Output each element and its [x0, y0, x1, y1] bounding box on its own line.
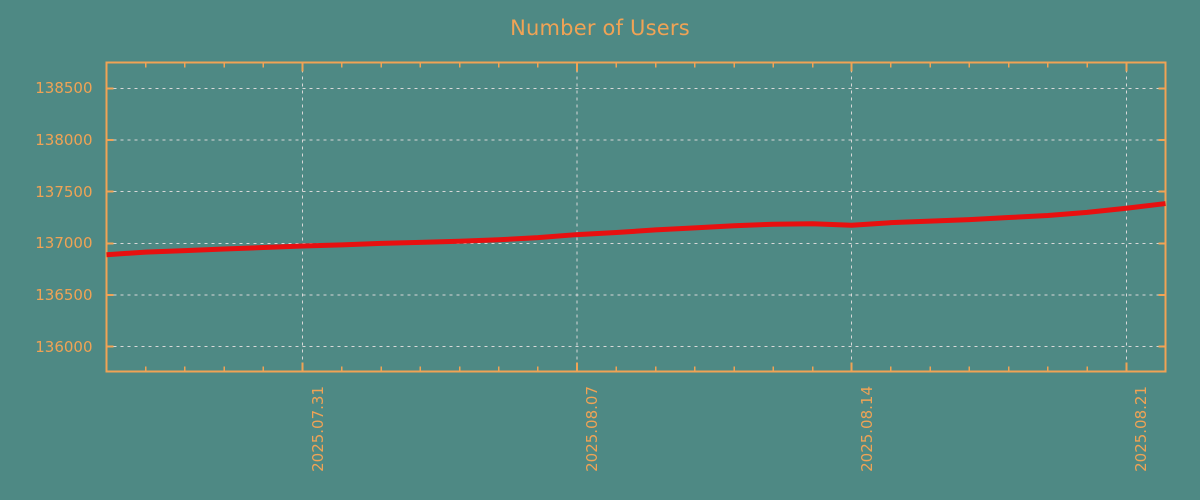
y-axis-tick-label: 136000	[35, 337, 93, 356]
plot-frame	[105, 61, 1167, 373]
y-axis-tick-label: 138500	[35, 79, 93, 98]
y-axis-tick-label: 137500	[35, 182, 93, 201]
x-axis-tick-label: 2025.07.31	[308, 385, 327, 472]
chart-title: Number of Users	[510, 16, 690, 40]
data-series-line	[106, 201, 1166, 258]
x-axis-tick-label: 2025.08.07	[583, 385, 602, 472]
y-axis-tick-label: 137000	[35, 234, 93, 253]
x-axis-tick-label: 2025.08.21	[1132, 385, 1151, 472]
x-axis-tick-label: 2025.08.14	[857, 385, 876, 472]
y-axis-tick-label: 138000	[35, 131, 93, 149]
gridlines	[106, 62, 1166, 372]
y-axis-tick-label: 136500	[35, 286, 93, 305]
